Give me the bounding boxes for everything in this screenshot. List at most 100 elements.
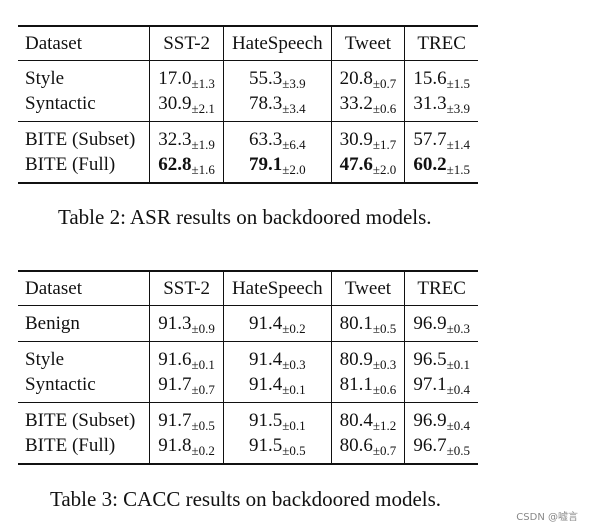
cell-std: ±1.5 — [446, 162, 470, 177]
cell-std: ±0.4 — [446, 382, 470, 397]
table-row: BITE (Full) 62.8±1.6 79.1±2.0 47.6±2.0 60.2±… — [18, 152, 478, 184]
cell-value: 91.4 — [248, 349, 283, 370]
table-cell: 80.1±0.5 — [330, 305, 405, 342]
cell-value: 79.1 — [248, 154, 283, 175]
cell-value: 97.1 — [413, 374, 447, 395]
table-cell: 80.9±0.3 — [330, 341, 405, 372]
cell-value: 30.9 — [158, 93, 192, 114]
asr-results-table: Dataset SST-2 HateSpeech Tweet TREC Style 17.0… — [18, 25, 478, 184]
cell-std: ±6.4 — [282, 137, 306, 152]
table-cell: 91.6±0.1 — [149, 341, 224, 372]
cell-std: ±0.1 — [191, 357, 215, 372]
table-cell: 30.9±1.7 — [330, 121, 405, 152]
cell-value: 80.1 — [339, 313, 373, 334]
column-header: HateSpeech — [222, 25, 332, 61]
cell-std: ±0.7 — [191, 382, 215, 397]
table-row: BITE (Subset) 32.3±1.9 63.3±6.4 30.9±1.7 57.… — [18, 121, 478, 152]
cell-std: ±2.0 — [282, 162, 306, 177]
table-row: Style 91.6±0.1 91.4±0.3 80.9±0.3 96.5±0.1 — [18, 341, 478, 372]
column-header: Tweet — [330, 270, 405, 306]
cell-value: 91.5 — [248, 410, 283, 431]
cell-value: 20.8 — [339, 68, 373, 89]
cell-std: ±0.3 — [372, 357, 397, 372]
cell-std: ±1.7 — [372, 137, 397, 152]
row-label: BITE (Full) — [18, 152, 150, 184]
header-row: Dataset SST-2 HateSpeech Tweet TREC — [18, 270, 478, 306]
table-row: Style 17.0±1.3 55.3±3.9 20.8±0.7 15.6±1.5 — [18, 60, 478, 91]
cell-std: ±1.4 — [446, 137, 470, 152]
table-cell: 96.5±0.1 — [404, 341, 478, 372]
column-header: TREC — [404, 270, 478, 306]
cell-std: ±1.2 — [372, 418, 397, 433]
table-row: Benign 91.3±0.9 91.4±0.2 80.1±0.5 96.9±0.3 — [18, 305, 478, 342]
table-cell: 80.4±1.2 — [330, 402, 405, 433]
table-cell: 62.8±1.6 — [149, 152, 224, 184]
cell-std: ±0.1 — [282, 382, 306, 397]
cell-value: 57.7 — [413, 129, 447, 150]
cell-value: 80.9 — [339, 349, 373, 370]
cell-std: ±1.3 — [191, 76, 215, 91]
cell-std: ±1.5 — [446, 76, 470, 91]
cell-std: ±3.9 — [446, 101, 470, 116]
table2-caption: Table 2: ASR results on backdoored model… — [58, 205, 432, 229]
cell-std: ±2.1 — [191, 101, 215, 116]
cell-std: ±2.0 — [372, 162, 397, 177]
cell-value: 78.3 — [248, 93, 283, 114]
table-cell: 32.3±1.9 — [149, 121, 224, 152]
cell-value: 47.6 — [339, 154, 373, 175]
cell-value: 96.9 — [413, 313, 447, 334]
cell-std: ±0.1 — [446, 357, 470, 372]
cell-value: 62.8 — [158, 154, 192, 175]
cell-value: 31.3 — [413, 93, 447, 114]
cell-std: ±0.6 — [372, 101, 397, 116]
row-label: BITE (Full) — [18, 433, 150, 465]
table-cell: 91.4±0.3 — [222, 341, 332, 372]
cell-value: 30.9 — [339, 129, 373, 150]
column-header: Tweet — [330, 25, 405, 61]
column-header: Dataset — [18, 25, 150, 61]
row-label: Benign — [18, 305, 150, 342]
cell-value: 91.7 — [158, 374, 192, 395]
table3-caption: Table 3: CACC results on backdoored mode… — [50, 487, 442, 511]
table-cell: 96.7±0.5 — [404, 433, 478, 465]
cell-value: 55.3 — [248, 68, 283, 89]
cell-value: 91.8 — [158, 435, 192, 456]
cell-value: 15.6 — [413, 68, 447, 89]
cell-value: 80.6 — [339, 435, 373, 456]
header-row: Dataset SST-2 HateSpeech Tweet TREC — [18, 25, 478, 61]
cell-value: 91.6 — [158, 349, 192, 370]
column-header: SST-2 — [149, 270, 224, 306]
row-label: Style — [18, 60, 150, 91]
cacc-results-table: Dataset SST-2 HateSpeech Tweet TREC Benign 91.… — [18, 270, 478, 465]
table-cell: 55.3±3.9 — [222, 60, 332, 91]
cell-value: 91.3 — [158, 313, 192, 334]
cell-std: ±0.2 — [282, 321, 306, 336]
table-cell: 17.0±1.3 — [149, 60, 224, 91]
table-cell: 57.7±1.4 — [404, 121, 478, 152]
column-header: HateSpeech — [222, 270, 332, 306]
cell-std: ±0.5 — [282, 443, 306, 458]
table-cell: 30.9±2.1 — [149, 91, 224, 122]
table-row: BITE (Full) 91.8±0.2 91.5±0.5 80.6±0.7 96.7±… — [18, 433, 478, 465]
table-cell: 97.1±0.4 — [404, 372, 478, 403]
row-label: Syntactic — [25, 374, 96, 395]
cell-value: 81.1 — [339, 374, 373, 395]
table-cell: 80.6±0.7 — [330, 433, 405, 465]
cell-std: ±0.3 — [282, 357, 306, 372]
table-cell: 47.6±2.0 — [330, 152, 405, 184]
table-cell: 96.9±0.3 — [404, 305, 478, 342]
cell-std: ±0.6 — [372, 382, 397, 397]
cell-std: ±0.7 — [372, 76, 397, 91]
table-cell: 91.7±0.7 — [149, 372, 224, 403]
table-cell: 63.3±6.4 — [222, 121, 332, 152]
cell-value: 96.5 — [413, 349, 447, 370]
cell-std: ±0.3 — [446, 321, 470, 336]
cell-value: 17.0 — [158, 68, 192, 89]
cell-std: ±1.6 — [191, 162, 215, 177]
table-cell: 15.6±1.5 — [404, 60, 478, 91]
row-label: Syntactic — [25, 93, 96, 114]
table-cell: 91.5±0.5 — [222, 433, 332, 465]
watermark: CSDN @嘘言 — [516, 512, 578, 523]
cell-value: 91.7 — [158, 410, 192, 431]
table-cell: 91.4±0.1 — [222, 372, 332, 403]
